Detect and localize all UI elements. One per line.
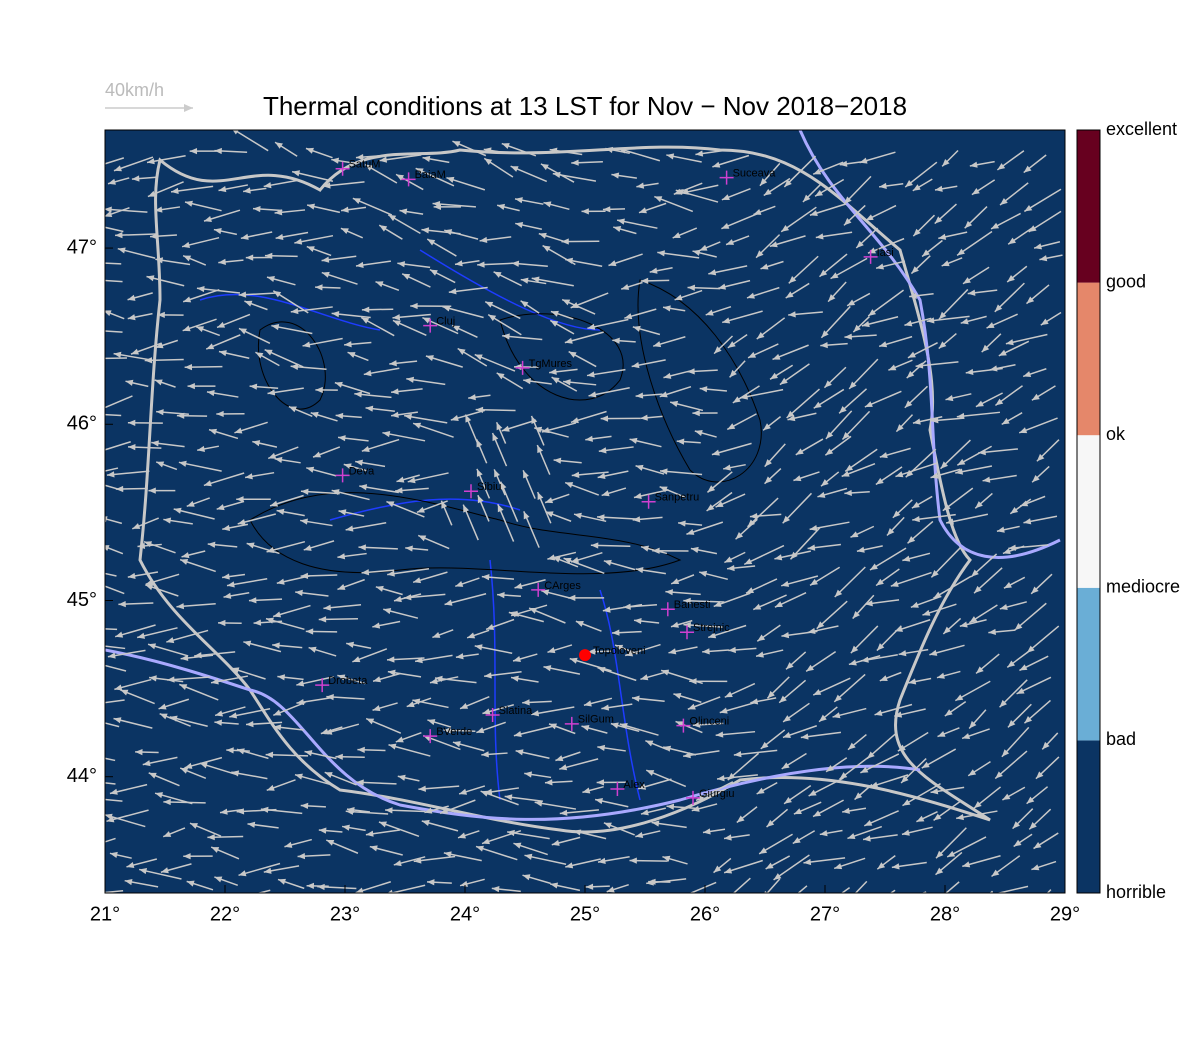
wind-arrow-head [83,327,91,333]
station-label: Alex [623,779,645,791]
wind-arrow-head [81,259,89,265]
station-label: Olinceni [689,716,729,728]
x-tick-label: 25° [570,903,600,925]
station-label: Sibiu [477,481,501,493]
station-label: Deva [349,465,376,477]
wind-arrow-head [93,626,100,632]
wind-arrow-head [677,893,685,899]
station-label: BVerde [436,726,472,738]
colorbar-label: excellent [1106,119,1177,139]
wind-arrow-head [87,479,95,485]
station-label: CArges [544,580,581,592]
station-label: SilGum [578,714,614,726]
wind-arrow-head [905,894,913,900]
wind-legend-label: 40km/h [105,80,164,100]
colorbar-band [1077,130,1100,283]
x-tick-label: 29° [1050,903,1080,925]
wind-arrow-head [91,754,99,760]
station-label: BaiaM [415,169,446,181]
wind-arrow-head [82,844,90,850]
x-tick-label: 22° [210,903,240,925]
wind-arrow-head [95,406,103,412]
station-label: Sanpetru [655,492,700,504]
wind-arrow-head [86,277,94,283]
station-label: Slatina [499,705,534,717]
station-label: Drobeta [328,675,368,687]
station-label: Strejnic [693,622,730,634]
colorbar-label: ok [1106,424,1126,444]
wind-arrow-head [89,569,97,575]
x-tick-label: 21° [90,903,120,925]
wind-arrow-head [91,700,99,706]
colorbar-band [1077,435,1100,588]
y-tick-label: 47° [67,236,97,258]
wind-arrow-head [97,355,104,361]
wind-arrow-head [778,903,786,910]
station-label: SatuM [349,159,381,171]
station-label: Iasi [877,247,894,259]
wind-arrow-head [96,224,104,230]
wind-arrow-head [722,896,730,903]
y-tick-label: 46° [67,413,97,435]
colorbar-label: mediocre [1106,577,1180,597]
wind-arrow-head [94,448,102,454]
site-label: Topoloveni [593,645,646,657]
x-tick-label: 26° [690,903,720,925]
colorbar-label: good [1106,271,1146,291]
wind-arrow-shaft [859,890,896,914]
wind-arrow-head [969,906,976,913]
wind-arrow-shaft [969,891,992,913]
station-label: TgMures [529,358,573,370]
wind-arrow-head [85,659,93,665]
x-tick-label: 23° [330,903,360,925]
wind-arrow-head [93,796,101,802]
map-background [105,130,1065,893]
site-marker [579,649,591,661]
wind-arrow-head [1025,910,1032,918]
wind-arrow-head [95,469,103,475]
station-label: Cluj [436,316,455,328]
wind-arrow-head [236,894,244,900]
colorbar: horrible bad mediocre ok good excellent [1077,119,1180,902]
colorbar-band [1077,740,1100,893]
wind-arrow-head [96,643,104,649]
wind-arrow-head [935,896,943,903]
x-tick-label: 24° [450,903,480,925]
colorbar-label: horrible [1106,882,1166,902]
colorbar-band [1077,588,1100,741]
wind-arrow-head [92,719,100,725]
wind-arrow-head [90,580,98,586]
station-label: Suceava [733,167,777,179]
station-label: Banesti [674,599,711,611]
wind-arrow-shaft [1025,890,1051,918]
wind-arrow-head [859,908,867,915]
map-title: Thermal conditions at 13 LST for Nov − N… [263,91,907,121]
y-tick-label: 44° [67,765,97,787]
station-label: Giurgiu [699,788,734,800]
x-tick-label: 28° [930,903,960,925]
y-tick-label: 45° [67,589,97,611]
colorbar-label: bad [1106,729,1136,749]
wind-arrow-head [79,891,87,897]
wind-legend-arrow [105,104,193,112]
wind-arrow-head [829,896,837,903]
colorbar-band [1077,283,1100,436]
x-tick-label: 27° [810,903,840,925]
